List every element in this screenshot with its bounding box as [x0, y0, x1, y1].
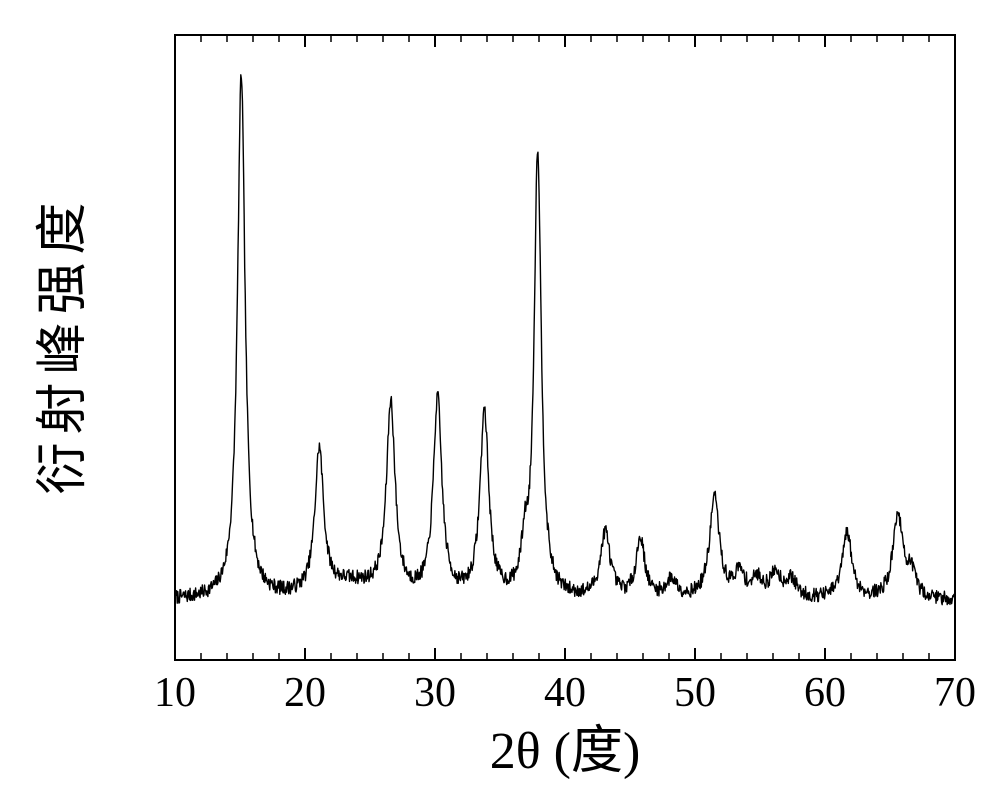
plot-frame	[175, 35, 955, 660]
xticks-bottom	[175, 648, 955, 660]
xtick-label: 20	[284, 670, 326, 716]
xtick-label: 60	[804, 670, 846, 716]
xrd-chart: 10 20 30 40 50 60 70 2θ (度) 衍射峰强度	[0, 0, 1000, 790]
xtick-label: 30	[414, 670, 456, 716]
xtick-labels: 10 20 30 40 50 60 70	[154, 670, 976, 716]
xtick-label: 70	[934, 670, 976, 716]
xticks-top	[175, 35, 955, 47]
x-axis-label: 2θ (度)	[490, 723, 641, 780]
y-axis-label: 衍射峰强度	[35, 200, 92, 494]
xtick-label: 10	[154, 670, 196, 716]
xrd-spectrum-line	[175, 75, 955, 605]
xtick-label: 40	[544, 670, 586, 716]
chart-svg: 10 20 30 40 50 60 70 2θ (度) 衍射峰强度	[0, 0, 1000, 790]
xtick-label: 50	[674, 670, 716, 716]
